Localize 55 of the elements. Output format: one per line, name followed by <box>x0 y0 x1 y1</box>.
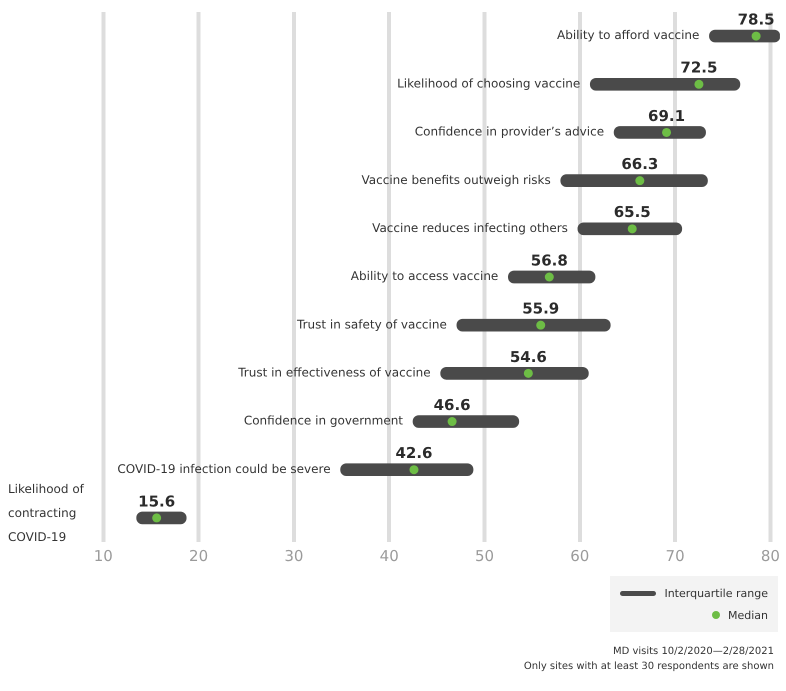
bar <box>614 126 706 139</box>
data-label: 15.6 <box>138 492 176 510</box>
data-label: 42.6 <box>395 444 432 462</box>
x-tick-label: 70 <box>666 546 685 565</box>
y-tick-label: Confidence in provider’s advice <box>414 124 604 139</box>
bar <box>440 367 589 380</box>
bar <box>590 78 740 91</box>
point <box>524 368 533 378</box>
data-label: 56.8 <box>530 251 568 270</box>
point <box>448 417 457 426</box>
x-tick-label: 10 <box>94 546 113 565</box>
point <box>694 80 704 89</box>
x-tick-label: 40 <box>380 546 399 565</box>
text: Only sites with at least 30 respondents are shown <box>524 660 774 674</box>
y-tick-label: Vaccine benefits outweigh risks <box>362 172 551 187</box>
y-tick-label: Likelihood of choosing vaccine <box>397 76 580 90</box>
bar <box>508 270 596 284</box>
data-label: 54.6 <box>510 348 547 366</box>
data-label: 55.9 <box>522 300 560 318</box>
point <box>628 224 637 234</box>
data-label: 69.1 <box>648 106 686 125</box>
point <box>662 128 672 137</box>
bar <box>340 463 474 476</box>
point <box>152 513 162 522</box>
y-tick-label: COVID-19 infection could be severe <box>117 462 331 476</box>
data-label: 46.6 <box>434 396 471 414</box>
data-label: 65.5 <box>614 203 651 222</box>
bar <box>709 30 780 42</box>
point <box>544 272 554 282</box>
legend-label: Interquartile range <box>664 586 768 600</box>
point <box>752 32 761 41</box>
x-tick-label: 80 <box>760 546 780 565</box>
data-label: 78.5 <box>738 10 775 28</box>
data-label: 66.3 <box>621 155 658 174</box>
bar <box>456 318 611 332</box>
point <box>536 320 546 330</box>
point <box>409 465 418 474</box>
x-tick-label: 60 <box>570 546 590 565</box>
y-tick-label: Trust in safety of vaccine <box>296 317 447 332</box>
y-tick-label: Vaccine reduces infecting others <box>372 220 568 235</box>
y-tick-label: Trust in effectiveness of vaccine <box>237 365 431 380</box>
x-tick-label: 30 <box>284 546 304 565</box>
y-tick-label: Ability to afford vaccine <box>557 28 700 42</box>
x-tick-label: 50 <box>474 546 494 565</box>
y-tick-label: Confidence in government <box>244 414 404 428</box>
data-label: 72.5 <box>680 58 718 77</box>
y-tick-label: Likelihood of contracting COVID-19 <box>8 482 85 544</box>
y-tick-label: Ability to access vaccine <box>350 269 498 284</box>
bar <box>412 415 520 428</box>
text: MD visits 10/2/2020—2/28/2021 <box>612 645 774 659</box>
bar <box>578 222 682 236</box>
point <box>635 176 644 186</box>
bar <box>560 174 708 187</box>
legend-label: Median <box>728 608 768 622</box>
x-tick-label: 20 <box>189 546 208 565</box>
